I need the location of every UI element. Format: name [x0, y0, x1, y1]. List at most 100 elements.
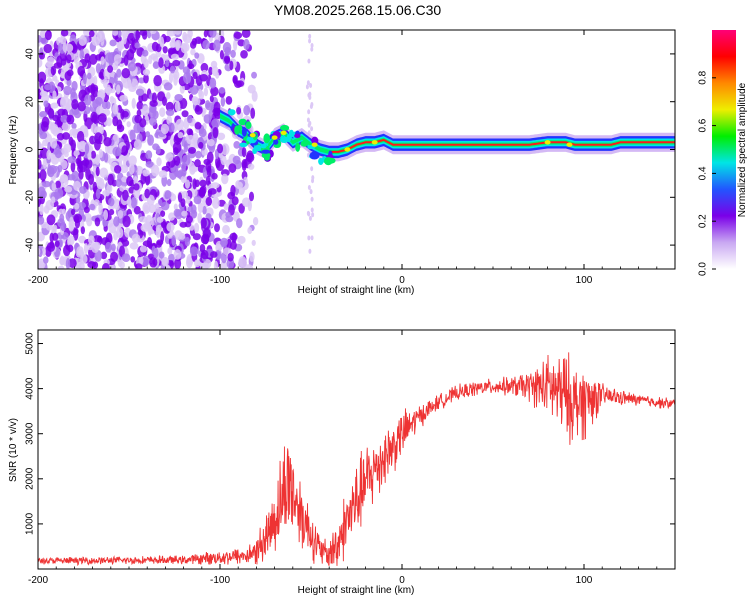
colorbar-tick-label: 0.6 [698, 118, 709, 132]
noise-blob [38, 71, 47, 84]
noise-blob [106, 184, 113, 193]
noise-blob [213, 39, 221, 52]
noise-blob [311, 175, 315, 181]
noise-blob [149, 100, 158, 107]
noise-blob [115, 178, 122, 188]
noise-blob [243, 105, 251, 116]
noise-blob [86, 72, 92, 80]
noise-blob [154, 203, 160, 210]
noise-blob [160, 231, 165, 243]
noise-blob [247, 163, 255, 170]
colorbar-tick-label: 0.0 [698, 262, 709, 276]
noise-blob [185, 256, 193, 269]
noise-blob [72, 228, 79, 241]
noise-blob [307, 58, 311, 64]
noise-blob [120, 239, 130, 247]
noise-blob [222, 224, 230, 235]
noise-blob [63, 85, 72, 96]
noise-blob [177, 131, 184, 139]
noise-blob [251, 90, 258, 102]
noise-blob [194, 122, 202, 130]
noise-blob [183, 144, 188, 153]
noise-blob [233, 141, 241, 149]
noise-blob [174, 100, 181, 112]
snr-y-tick-label: 5000 [25, 332, 36, 355]
noise-blob [216, 132, 226, 141]
noise-blob [122, 215, 131, 228]
noise-blob [164, 190, 172, 199]
noise-blob [143, 221, 151, 230]
noise-blob [193, 222, 200, 234]
noise-blob [237, 235, 246, 244]
colorbar-axes: 0.0 0.2 0.4 0.6 0.8 [698, 70, 716, 276]
noise-blob [61, 132, 71, 140]
noise-blob [186, 134, 195, 145]
noise-blob [211, 172, 218, 180]
noise-blob [192, 132, 199, 144]
noise-blob [131, 97, 136, 109]
noise-blob [152, 61, 160, 69]
noise-blob [188, 60, 193, 70]
noise-blob [43, 100, 49, 108]
noise-blob [182, 34, 192, 44]
noise-blob [161, 256, 169, 266]
ridge-hotspot [311, 142, 318, 147]
noise-blob [306, 80, 310, 86]
noise-blob [54, 187, 64, 199]
ridge-inner-band [220, 113, 675, 154]
noise-blob [139, 245, 148, 253]
noise-blob [47, 163, 52, 176]
noise-blob [90, 123, 98, 133]
noise-blob [155, 227, 161, 239]
noise-blob [145, 150, 153, 160]
noise-blob [151, 164, 160, 177]
noise-blob [113, 164, 122, 174]
noise-blob [156, 157, 162, 167]
noise-blob [308, 38, 312, 44]
noise-blob [199, 73, 209, 82]
noise-blob [212, 127, 219, 139]
noise-blob [43, 256, 49, 264]
noise-blob [220, 237, 228, 247]
noise-blob [232, 76, 238, 85]
noise-blob [151, 41, 159, 52]
noise-blob [310, 207, 314, 213]
noise-blob [95, 97, 103, 105]
noise-blob [104, 87, 113, 94]
noise-blob [205, 175, 211, 186]
noise-blob [89, 53, 98, 65]
noise-blob [173, 249, 182, 260]
ridge-lobe [318, 157, 324, 165]
snr-x-tick-label: -100 [210, 575, 230, 586]
noise-blob [143, 58, 149, 69]
noise-blob [310, 126, 314, 132]
noise-blob [225, 95, 233, 105]
noise-blob [166, 30, 176, 37]
noise-blob [141, 255, 150, 267]
noise-blob [166, 91, 171, 100]
noise-blob [194, 179, 200, 188]
noise-blob [119, 245, 125, 258]
noise-blob [168, 72, 174, 84]
noise-blob [40, 121, 49, 132]
noise-blob [306, 117, 310, 123]
noise-blob [57, 164, 63, 173]
noise-blob [220, 143, 230, 156]
noise-blob [128, 155, 137, 166]
noise-blob [136, 109, 142, 117]
noise-blob [173, 208, 181, 217]
noise-blob [248, 191, 255, 202]
noise-blob [160, 210, 166, 217]
noise-blob [133, 205, 141, 215]
noise-blob [173, 155, 181, 166]
noise-blob [103, 209, 109, 221]
noise-blob [148, 107, 157, 119]
figure-title: YM08.2025.268.15.06.C30 [273, 2, 442, 18]
noise-blob [122, 189, 129, 202]
noise-blob [60, 96, 70, 107]
noise-blob [136, 101, 144, 111]
noise-blob [215, 243, 222, 253]
noise-blob [202, 205, 207, 215]
noise-blob [117, 30, 122, 38]
noise-blob [199, 179, 207, 188]
